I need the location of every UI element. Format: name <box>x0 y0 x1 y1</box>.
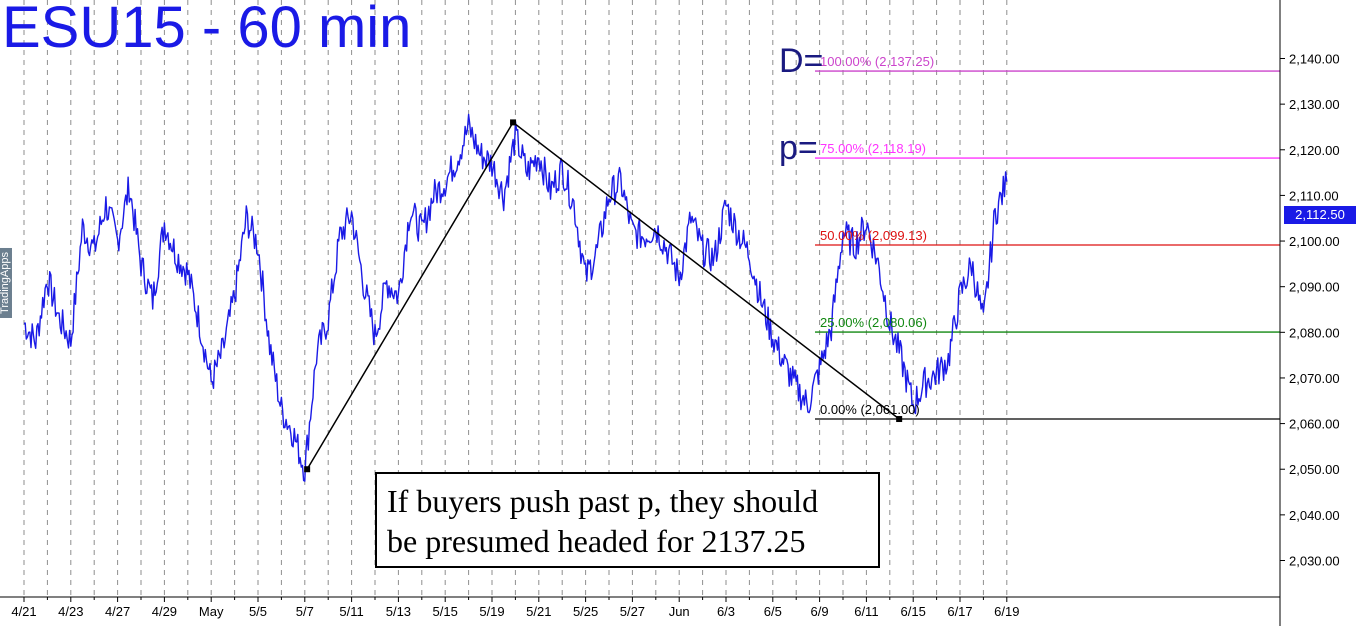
y-tick-label: 2,050.00 <box>1289 462 1340 477</box>
y-tick-label: 2,090.00 <box>1289 280 1340 295</box>
annotation-note: If buyers push past p, they should be pr… <box>375 472 880 568</box>
chart-title: ESU15 - 60 min <box>2 0 412 60</box>
fib-tag: D= <box>779 42 824 81</box>
x-tick-label: 4/23 <box>58 604 83 619</box>
x-tick-label: 5/13 <box>386 604 411 619</box>
x-tick-label: 4/27 <box>105 604 130 619</box>
x-tick-label: 6/19 <box>994 604 1019 619</box>
y-tick-label: 2,110.00 <box>1289 188 1339 203</box>
x-tick-label: 4/29 <box>152 604 177 619</box>
x-tick-label: 6/17 <box>947 604 972 619</box>
x-tick-label: 5/11 <box>339 604 363 619</box>
x-tick-label: 5/19 <box>479 604 504 619</box>
fib-level-lines <box>815 70 1280 420</box>
y-tick-label: 2,100.00 <box>1289 234 1340 249</box>
y-tick-label: 2,080.00 <box>1289 325 1340 340</box>
tradingapps-logo: TradingApps <box>0 248 12 318</box>
x-tick-label: 5/25 <box>573 604 598 619</box>
fib-tag: p= <box>779 129 818 168</box>
x-tick-label: 5/21 <box>526 604 551 619</box>
pivot-marker <box>304 466 311 473</box>
fib-label: 100.00% (2,137.25) <box>820 54 935 70</box>
x-tick-label: 4/21 <box>11 604 36 619</box>
x-tick-label: 6/3 <box>717 604 735 619</box>
x-tick-label: 5/5 <box>249 604 267 619</box>
fib-label: 0.00% (2,061.00) <box>820 402 920 418</box>
y-tick-label: 2,070.00 <box>1289 371 1340 386</box>
price-line <box>23 113 1008 482</box>
y-tick-label: 2,120.00 <box>1289 143 1340 158</box>
x-tick-label: 6/5 <box>764 604 782 619</box>
note-line-2: be presumed headed for 2137.25 <box>387 523 806 559</box>
x-tick-label: 6/9 <box>811 604 829 619</box>
last-price-badge: 2,112.50 <box>1284 206 1356 224</box>
x-tick-label: Jun <box>669 604 690 619</box>
fib-label: 50.00% (2,099.13) <box>820 228 927 244</box>
x-tick-label: 5/7 <box>296 604 314 619</box>
y-tick-label: 2,030.00 <box>1289 553 1340 568</box>
price-series <box>23 113 1008 482</box>
y-tick-label: 2,140.00 <box>1289 52 1340 67</box>
pivot-marker <box>896 416 903 423</box>
fib-label: 25.00% (2,080.06) <box>820 315 927 331</box>
x-tick-label: May <box>199 604 224 619</box>
y-tick-label: 2,130.00 <box>1289 97 1340 112</box>
y-tick-label: 2,060.00 <box>1289 417 1340 432</box>
zigzag-pattern <box>304 119 903 473</box>
fib-label: 75.00% (2,118.19) <box>820 141 926 157</box>
pivot-marker <box>510 119 517 126</box>
x-tick-label: 5/27 <box>620 604 645 619</box>
y-tick-label: 2,040.00 <box>1289 508 1340 523</box>
note-line-1: If buyers push past p, they should <box>387 483 819 519</box>
x-tick-label: 5/15 <box>433 604 458 619</box>
x-tick-label: 6/15 <box>901 604 926 619</box>
x-tick-label: 6/11 <box>854 604 878 619</box>
